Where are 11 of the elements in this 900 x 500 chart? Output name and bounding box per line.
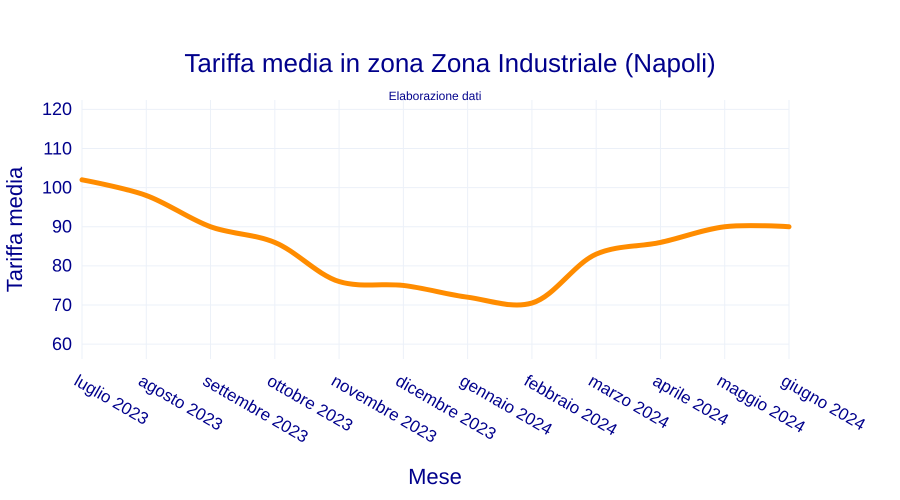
y-tick-label: 120 — [42, 99, 72, 120]
chart-title: Tariffa media in zona Zona Industriale (Napoli) — [184, 48, 716, 78]
y-tick-label: 110 — [43, 138, 72, 158]
y-tick-label: 80 — [52, 256, 72, 276]
y-tick-label: 90 — [52, 216, 72, 237]
x-axis-title: Mese — [408, 464, 462, 489]
y-axis-title: Tariffa media — [2, 166, 27, 292]
y-tick-label: 60 — [52, 334, 72, 354]
chart-subtitle: Elaborazione dati — [388, 89, 482, 103]
y-tick-label: 70 — [52, 294, 72, 315]
y-tick-label: 100 — [42, 177, 72, 198]
